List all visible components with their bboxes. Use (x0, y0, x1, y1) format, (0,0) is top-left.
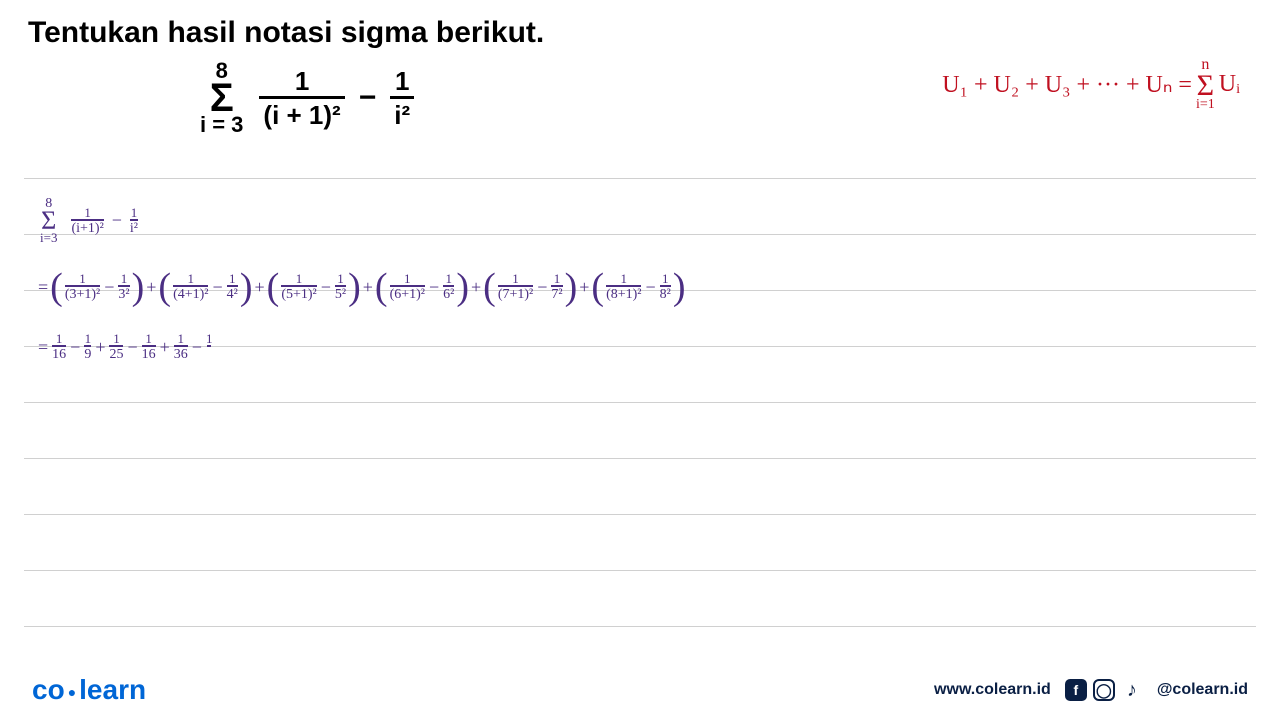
work-line-1: 8 Σ i=3 1 (i+1)² − 1 i² (40, 198, 140, 243)
ruled-line (24, 570, 1256, 571)
work-sigma: 8 Σ i=3 (40, 198, 57, 243)
brand-right: learn (79, 674, 146, 705)
frac1-num: 1 (291, 67, 313, 96)
red-sigma-bot: i=1 (1196, 99, 1215, 112)
social-icons: f ◯ ♪ (1065, 679, 1143, 701)
tiktok-icon: ♪ (1121, 679, 1143, 701)
work-minus: − (112, 210, 122, 230)
ruled-line (24, 402, 1256, 403)
work-line-3: =116−19+125−116+136−1 (36, 332, 214, 362)
footer: co●learn www.colearn.id f ◯ ♪ @colearn.i… (0, 660, 1280, 720)
page-title: Tentukan hasil notasi sigma berikut. (28, 16, 1252, 50)
formula-row: 8 Σ i = 3 1 (i + 1)² − 1 i² U₁ + U₂ + U₃… (0, 58, 1280, 146)
sigma-symbol: Σ (210, 82, 234, 114)
red-note-right: Uᵢ (1219, 71, 1240, 98)
frac2-num: 1 (391, 67, 413, 96)
wfrac-n: 1 (84, 206, 91, 219)
footer-url: www.colearn.id (934, 681, 1051, 699)
red-annotation: U₁ + U₂ + U₃ + ··· + Uₙ = n Σ i=1 Uᵢ (942, 58, 1240, 112)
work-sigma-bot: i=3 (40, 232, 57, 243)
brand-left: co (32, 674, 65, 705)
fraction-2: 1 i² (390, 67, 414, 129)
lined-paper-area (0, 178, 1280, 660)
sigma-block: 8 Σ i = 3 (200, 60, 243, 136)
fraction-1: 1 (i + 1)² (259, 67, 344, 129)
work-line-2: =(1(3+1)²−13²)+(1(4+1)²−14²)+(1(5+1)²−15… (36, 272, 686, 302)
work-sigma-sym: Σ (41, 210, 56, 232)
work-frac-1: 1 (i+1)² (71, 206, 103, 236)
red-sigma-sym: Σ (1197, 72, 1214, 99)
ruled-line (24, 514, 1256, 515)
minus-sign: − (359, 81, 377, 115)
red-sigma: n Σ i=1 (1196, 58, 1215, 112)
brand-dot: ● (68, 684, 76, 700)
footer-right: www.colearn.id f ◯ ♪ @colearn.id (934, 679, 1248, 701)
sigma-lower: i = 3 (200, 114, 243, 136)
frac1-den: (i + 1)² (259, 96, 344, 130)
red-note-left: U₁ + U₂ + U₃ + ··· + Uₙ = (942, 70, 1192, 99)
ruled-line (24, 458, 1256, 459)
ruled-line (24, 234, 1256, 235)
ruled-line (24, 178, 1256, 179)
frac2-den: i² (390, 96, 414, 130)
wfrac-n: 1 (131, 206, 138, 219)
wfrac-d: i² (130, 219, 138, 236)
wfrac-d: (i+1)² (71, 219, 103, 236)
problem-header: Tentukan hasil notasi sigma berikut. (0, 0, 1280, 58)
ruled-line (24, 626, 1256, 627)
work-frac-2: 1 i² (130, 206, 138, 236)
facebook-icon: f (1065, 679, 1087, 701)
brand-logo: co●learn (32, 674, 146, 706)
instagram-icon: ◯ (1093, 679, 1115, 701)
footer-handle: @colearn.id (1157, 681, 1248, 699)
